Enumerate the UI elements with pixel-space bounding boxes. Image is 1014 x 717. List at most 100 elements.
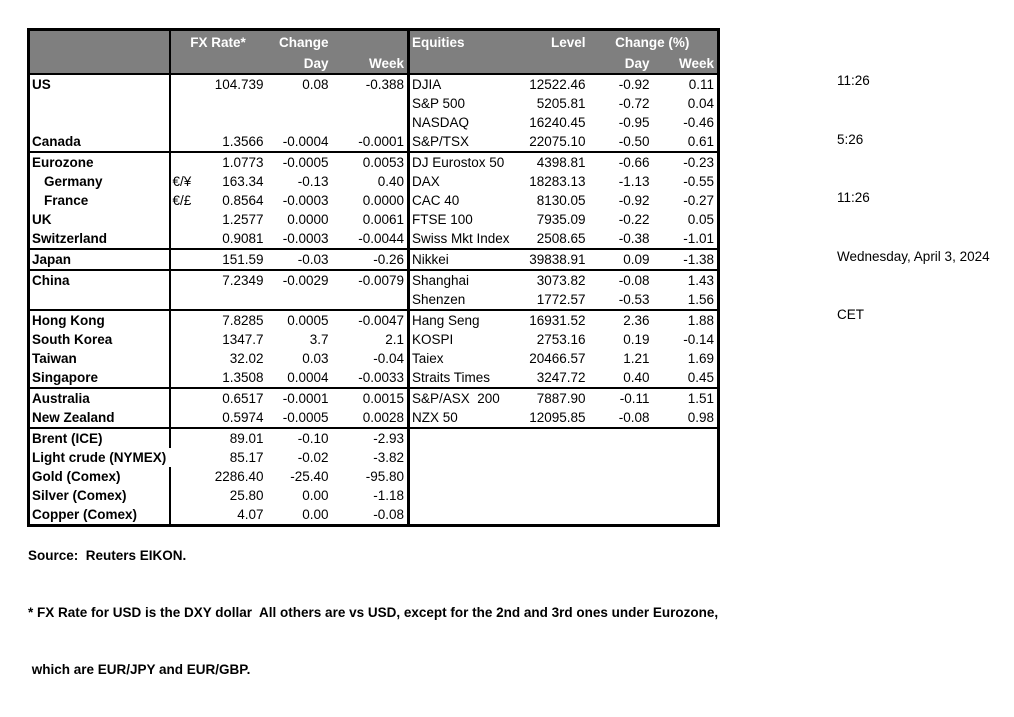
fx-rate-cell: 1.2577	[222, 212, 264, 227]
fx-country-cell: Eurozone	[28, 151, 171, 172]
equities-week-header: Week	[652, 54, 719, 75]
fx-week-cell: 0.0028	[331, 408, 410, 428]
time-line: 11:26	[837, 190, 870, 205]
equity-name-cell: NZX 50	[412, 410, 458, 425]
equity-name-cell	[408, 427, 521, 448]
equity-level-cell: 2753.16	[536, 332, 586, 347]
equity-day-cell: -1.13	[618, 174, 650, 189]
footer-notes: Source: Reuters EIKON. * FX Rate for USD…	[28, 508, 718, 717]
fx-pair-cell	[169, 151, 196, 172]
fx-rate-header: FX Rate*	[169, 29, 267, 54]
equity-name-cell: Swiss Mkt Index	[412, 231, 510, 246]
fx-rate-cell: 85.17	[229, 450, 264, 465]
fx-rate-cell: 1347.7	[222, 332, 264, 347]
fx-rate-cell: 25.80	[229, 488, 264, 503]
fx-rate-cell	[196, 94, 267, 113]
fx-rate-cell: 7.8285	[195, 309, 267, 330]
equity-name-cell: DJIA	[412, 77, 442, 92]
equity-name-cell: CAC 40	[412, 193, 460, 208]
fx-week-cell: 0.0061	[331, 210, 410, 229]
table-row: Light crude (NYMEX) 85.17 -0.02 -3.82	[29, 448, 719, 467]
footnote-line-1: * FX Rate for USD is the DXY dollar All …	[28, 605, 719, 620]
table-row: France €/£ 0.8564 -0.0003 0.0000 CAC 40 …	[28, 191, 719, 210]
table-row: US 104.739 0.08 -0.388 DJIA 12522.46 -0.…	[28, 74, 719, 94]
fx-country-cell: Japan	[28, 248, 171, 270]
fx-day-cell: 0.0005	[266, 309, 332, 330]
equity-day-cell	[589, 467, 653, 486]
fx-country-cell: Brent (ICE)	[28, 427, 171, 448]
equity-level-cell: 7887.90	[520, 387, 589, 408]
fx-rate-cell: 163.34	[222, 174, 264, 189]
fx-week-cell: -0.26	[331, 248, 410, 270]
fx-day-cell: -0.0004	[282, 134, 329, 149]
equities-level-header: Level	[520, 29, 589, 54]
fx-country-cell: Light crude (NYMEX)	[32, 450, 167, 465]
equity-level-cell: 4398.81	[520, 151, 589, 172]
fx-rate-cell: 4.07	[237, 507, 264, 522]
equity-level-cell: 20466.57	[529, 351, 586, 366]
table-row: Gold (Comex) 2286.40 -25.40 -95.80	[28, 467, 719, 486]
equity-day-cell: 1.21	[623, 351, 650, 366]
equity-day-cell: -0.53	[618, 292, 650, 307]
equity-week-cell: -1.38	[652, 248, 719, 270]
fx-pair-cell	[170, 113, 196, 132]
fx-pair-cell	[170, 132, 196, 152]
fx-week-cell: -0.0047	[331, 309, 410, 330]
equity-day-cell: -0.95	[618, 115, 650, 130]
equity-name-cell: Taiex	[412, 351, 444, 366]
equity-day-cell: -0.08	[618, 410, 650, 425]
fx-country-cell: South Korea	[28, 330, 171, 349]
fx-week-cell: -95.80	[331, 467, 410, 486]
equity-name-cell: Nikkei	[408, 248, 521, 270]
fx-rate-cell: 0.8564	[222, 193, 264, 208]
equity-name-cell	[409, 486, 521, 505]
fx-country-cell: Silver (Comex)	[28, 486, 171, 505]
equity-week-cell	[653, 467, 719, 486]
fx-pair-cell	[170, 467, 196, 486]
equity-week-cell: 1.69	[687, 351, 714, 366]
equity-level-cell: 39838.91	[520, 248, 589, 270]
fx-week-cell: -3.82	[331, 448, 410, 467]
equity-name-cell: S&P 500	[412, 96, 466, 111]
fx-day-cell: 0.08	[302, 77, 329, 92]
equity-week-cell: 0.05	[687, 212, 714, 227]
equity-week-cell: 1.56	[687, 292, 714, 307]
fx-country-cell: France	[28, 191, 171, 210]
equity-name-cell: Shanghai	[408, 269, 521, 290]
fx-rate-cell	[196, 290, 267, 310]
fx-day-cell	[267, 113, 332, 132]
equity-day-cell: 0.09	[588, 248, 653, 270]
fx-day-cell: -0.10	[266, 427, 332, 448]
fx-country-cell	[28, 113, 171, 132]
corner-cell	[28, 29, 171, 54]
table-row: Brent (ICE) 89.01 -0.10 -2.93	[28, 427, 719, 448]
fx-week-cell: 0.40	[331, 172, 410, 191]
timezone-line: CET	[837, 307, 864, 322]
fx-week-cell	[331, 94, 410, 113]
equity-level-cell: 22075.10	[529, 134, 586, 149]
table-row: Australia 0.6517 -0.0001 0.0015 S&P/ASX …	[28, 387, 719, 408]
fx-rate-cell	[196, 113, 267, 132]
equity-day-cell	[588, 427, 653, 448]
fx-week-cell: -0.0079	[331, 269, 410, 290]
table-row: Switzerland 0.9081 -0.0003 -0.0044 Swiss…	[28, 229, 719, 249]
equity-week-cell	[653, 448, 719, 467]
source-line: Source: Reuters EIKON.	[28, 548, 187, 563]
fx-day-cell: -0.0005	[282, 410, 329, 425]
fx-day-cell: 0.0000	[287, 212, 329, 227]
fx-day-cell: -0.0001	[266, 387, 332, 408]
table-row: Canada 1.3566 -0.0004 -0.0001 S&P/TSX 22…	[28, 132, 719, 152]
equity-level-cell	[521, 467, 589, 486]
equity-week-cell: 0.45	[687, 370, 714, 385]
equity-week-cell: -0.27	[683, 193, 714, 208]
equity-level-cell: 16931.52	[520, 309, 589, 330]
fx-pair-cell	[170, 448, 196, 467]
table-row: UK 1.2577 0.0000 0.0061 FTSE 100 7935.09…	[28, 210, 719, 229]
equity-week-cell: -0.14	[683, 332, 714, 347]
fx-week-cell	[331, 290, 410, 310]
equity-week-cell	[653, 486, 719, 505]
table-row: Copper (Comex) 4.07 0.00 -0.08	[28, 505, 719, 526]
fx-pair-cell	[170, 349, 196, 368]
equity-level-cell: 7935.09	[536, 212, 586, 227]
equity-day-cell	[589, 448, 653, 467]
